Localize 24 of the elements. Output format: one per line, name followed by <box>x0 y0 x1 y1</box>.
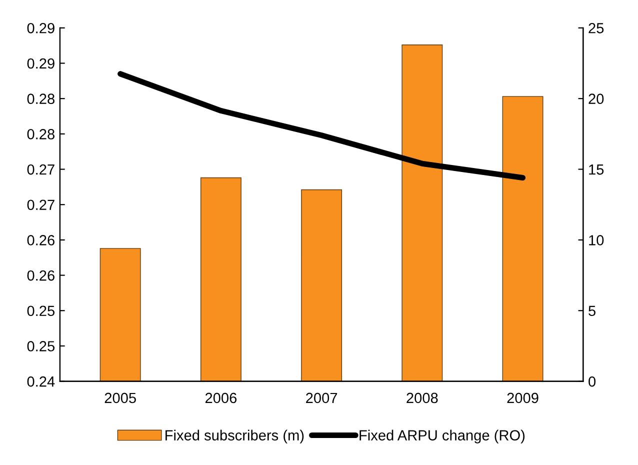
y-tick-label: 0.27 <box>27 200 54 210</box>
x-tick-label: 2008 <box>406 392 438 404</box>
y-tick-label: 0.28 <box>27 94 54 104</box>
y2-tick-label: 15 <box>589 164 604 175</box>
legend-label: Fixed ARPU change (RO) <box>360 430 525 444</box>
y2-tick-label: 10 <box>589 235 604 246</box>
y2-tick-label: 0 <box>588 376 596 387</box>
y-tick-label: 0.28 <box>27 129 54 140</box>
y-tick-label: 0.29 <box>27 23 54 34</box>
x-tick-label: 2009 <box>507 392 538 404</box>
legend-label: Fixed subscribers (m) <box>166 430 304 444</box>
x-tick-label: 2006 <box>205 392 237 404</box>
y2-tick-label: 5 <box>588 306 596 316</box>
y-tick-label: 0.25 <box>27 306 54 316</box>
x-tick-label: 2005 <box>104 392 136 404</box>
x-tick-label: 2007 <box>306 392 338 404</box>
y2-tick-label: 25 <box>588 23 604 34</box>
y-tick-label: 0.25 <box>27 341 54 352</box>
y-tick-label: 0.26 <box>27 270 54 281</box>
y2-tick-label: 20 <box>588 94 604 104</box>
y-tick-label: 0.27 <box>27 164 54 175</box>
y-tick-label: 0.26 <box>27 235 54 246</box>
y-tick-label: 0.24 <box>27 376 55 387</box>
y-tick-label: 0.29 <box>27 58 54 69</box>
